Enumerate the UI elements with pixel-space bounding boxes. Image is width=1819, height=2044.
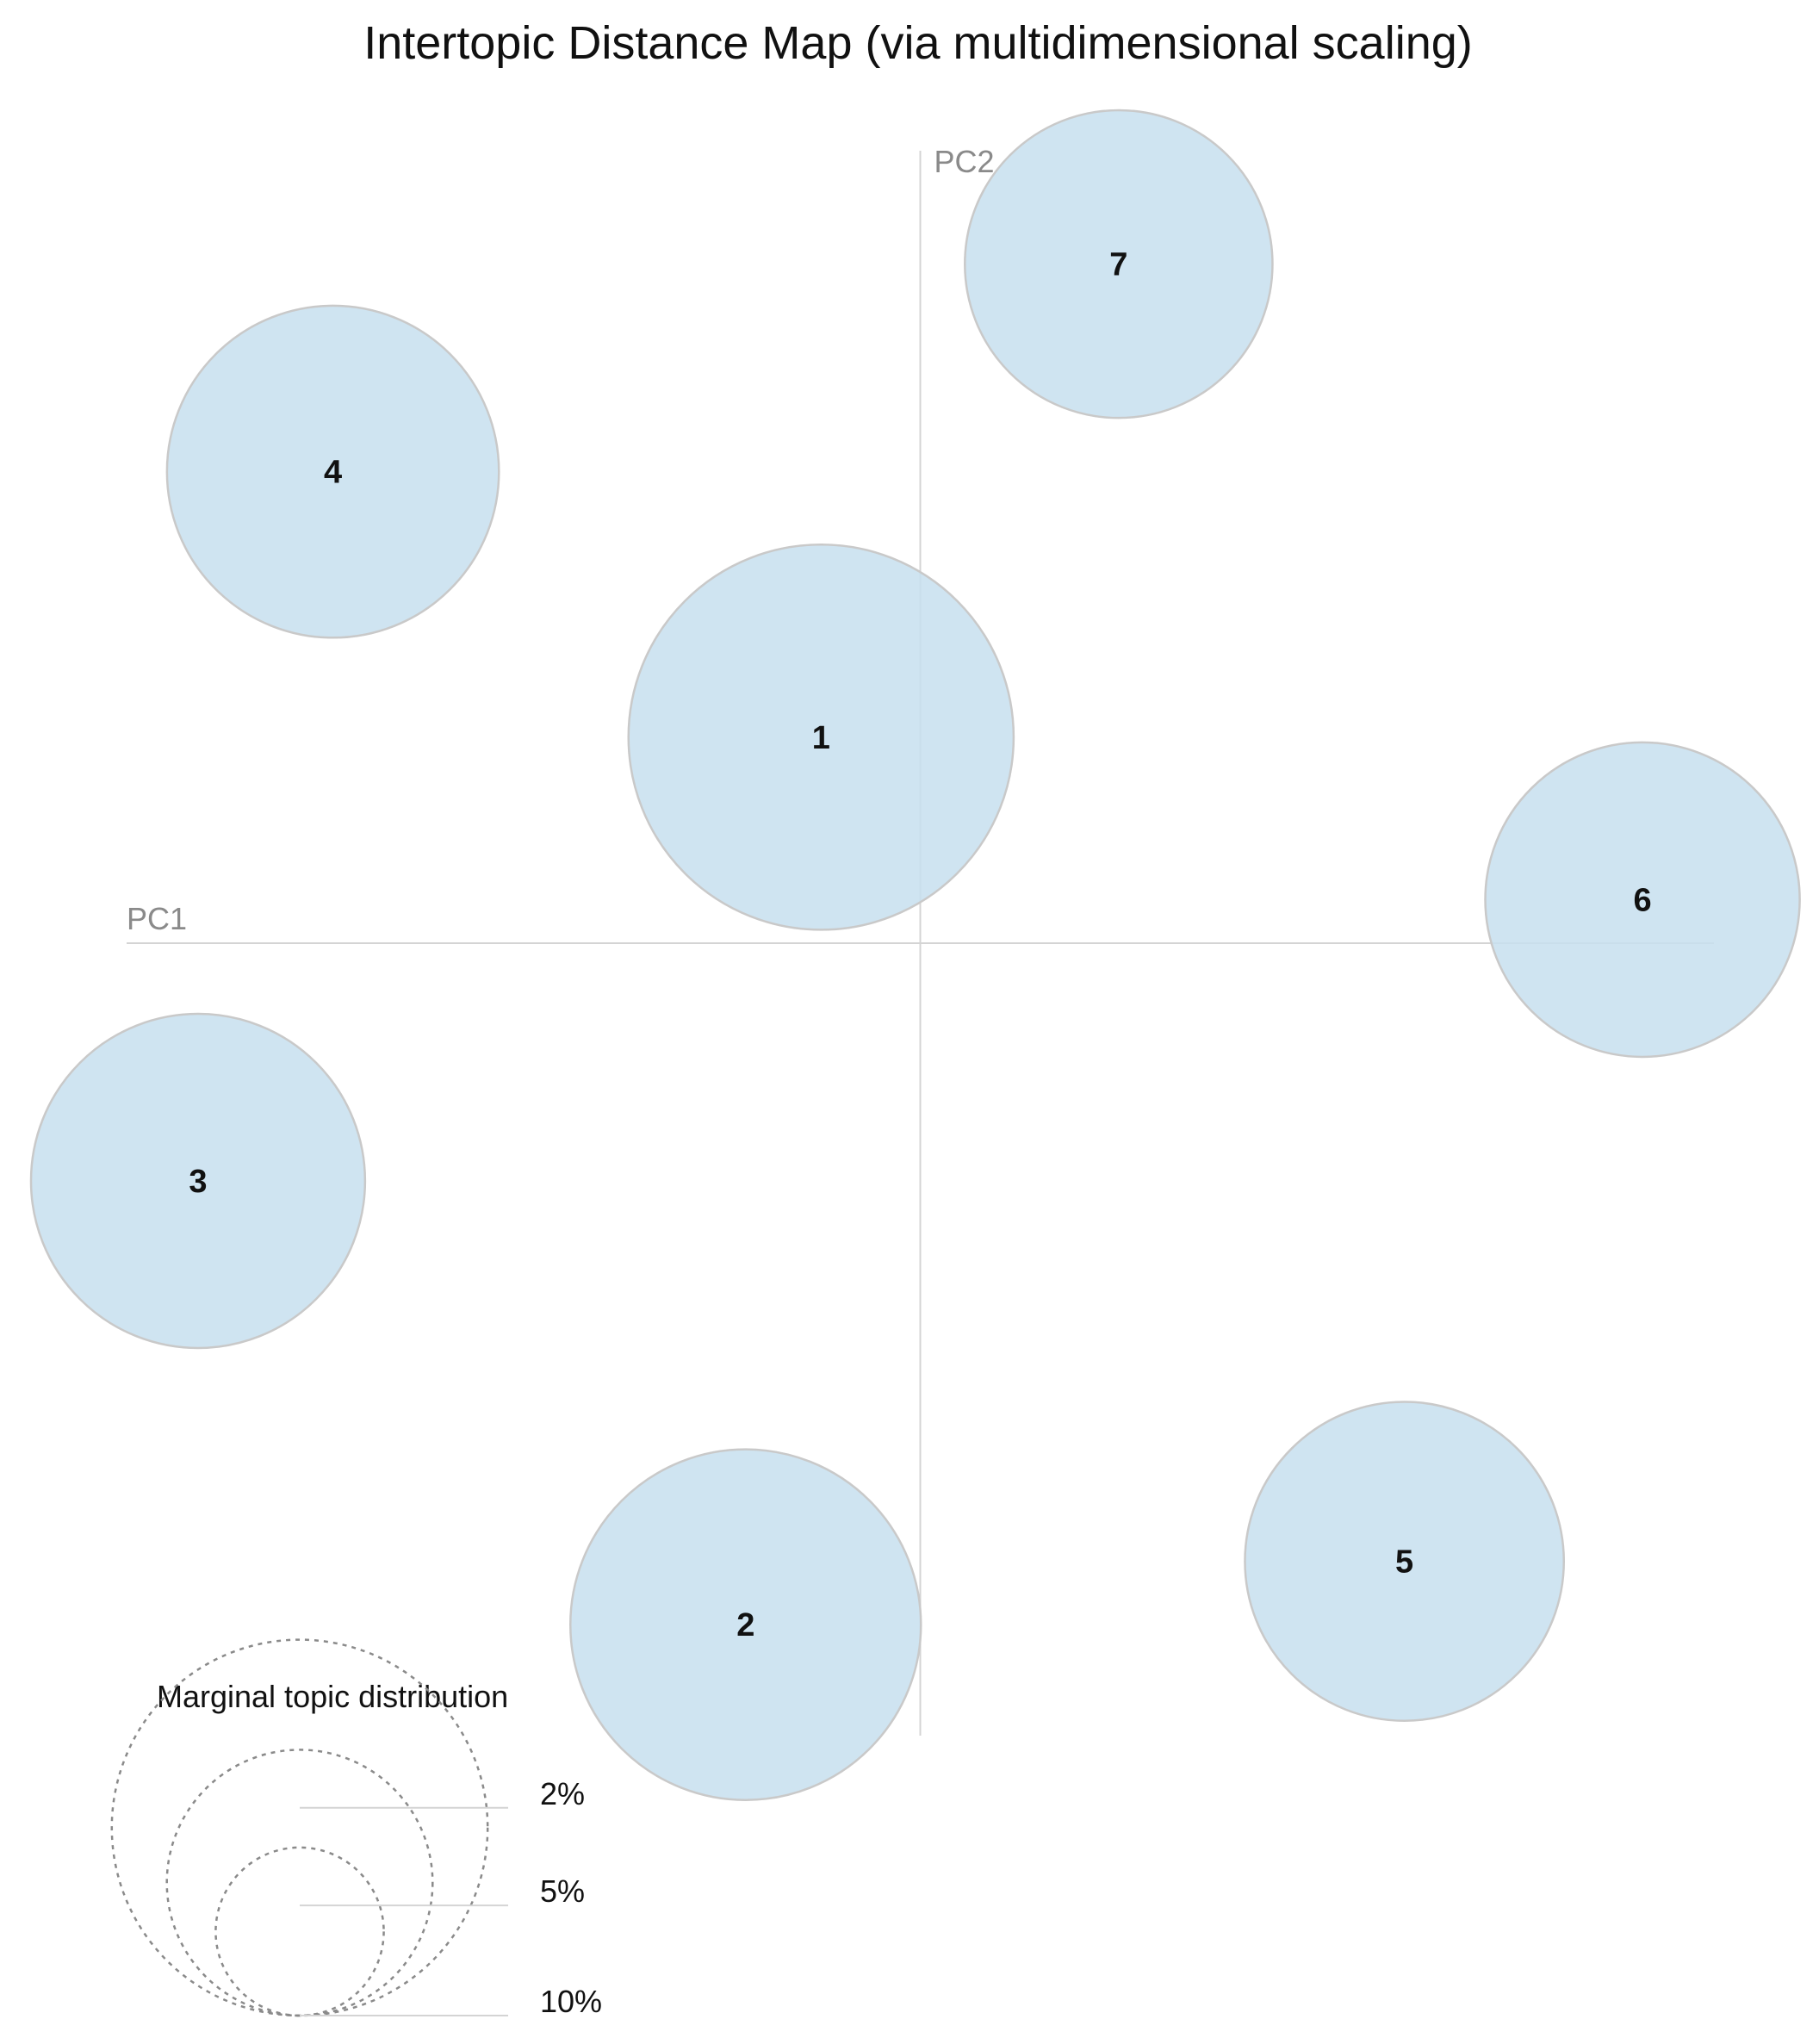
topic-bubble-1[interactable]: 1 xyxy=(627,543,1015,931)
topic-label: 7 xyxy=(1109,247,1127,283)
topic-bubble-3[interactable]: 3 xyxy=(29,1012,367,1350)
legend-title: Marginal topic distribution xyxy=(157,1679,508,1714)
topic-bubble-2[interactable]: 2 xyxy=(568,1448,922,1801)
pc2-axis-label: PC2 xyxy=(934,144,995,179)
topic-label: 5 xyxy=(1395,1544,1413,1581)
topic-label: 3 xyxy=(189,1164,207,1200)
topic-label: 6 xyxy=(1633,882,1651,918)
topic-label: 4 xyxy=(324,455,342,491)
legend-label: 10% xyxy=(540,1984,602,2019)
topic-label: 1 xyxy=(812,720,830,756)
chart-title: Intertopic Distance Map (via multidimens… xyxy=(363,17,1473,69)
legend-label: 5% xyxy=(540,1873,585,1909)
legend-label: 2% xyxy=(540,1776,585,1811)
topic-label: 2 xyxy=(736,1607,754,1643)
legend-circle-5% xyxy=(165,1749,434,2017)
topic-bubble-7[interactable]: 7 xyxy=(964,109,1274,419)
topic-bubble-6[interactable]: 6 xyxy=(1484,741,1801,1059)
topic-circle[interactable] xyxy=(568,1448,922,1801)
topic-circle[interactable] xyxy=(627,543,1015,931)
topic-bubble-5[interactable]: 5 xyxy=(1244,1401,1566,1722)
topic-circle[interactable] xyxy=(29,1012,367,1350)
topic-circle[interactable] xyxy=(165,304,500,639)
topic-circle[interactable] xyxy=(964,109,1274,419)
topic-circle[interactable] xyxy=(1244,1401,1566,1722)
topic-bubbles: 1 2 3 4 5 6 7 xyxy=(29,109,1801,1801)
topic-circle[interactable] xyxy=(1484,741,1801,1059)
pc1-axis-label: PC1 xyxy=(127,901,187,936)
topic-bubble-4[interactable]: 4 xyxy=(165,304,500,639)
marginal-topic-legend: Marginal topic distribution 2% 5% 10% xyxy=(110,1638,602,2019)
legend-circle-2% xyxy=(214,1846,385,2017)
